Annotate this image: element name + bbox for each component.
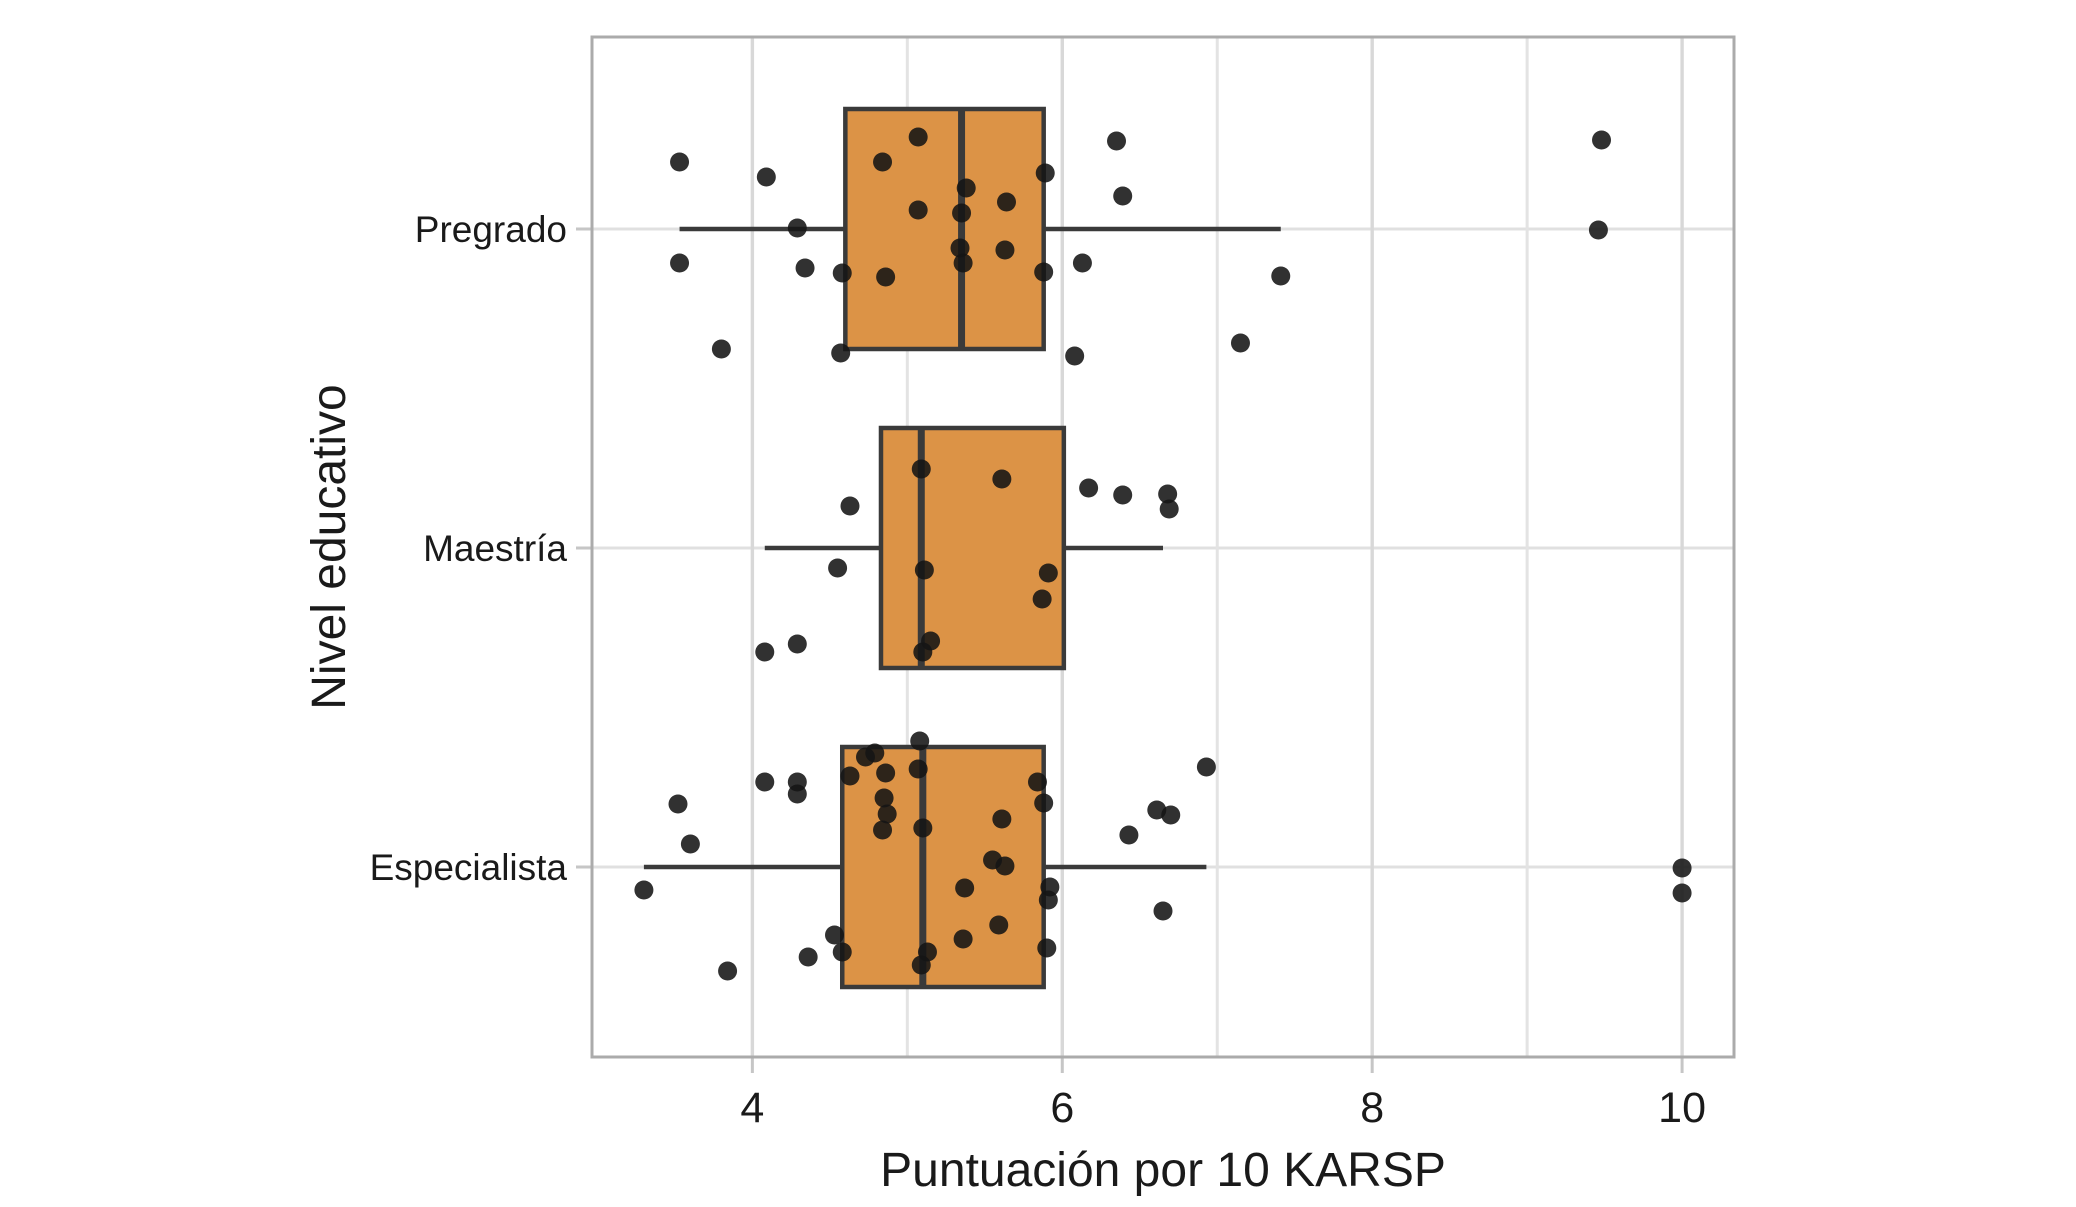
data-point [1037, 938, 1057, 958]
data-point [996, 192, 1016, 212]
data-point [795, 258, 815, 278]
data-point [840, 496, 860, 516]
data-point [787, 218, 807, 238]
data-point [832, 942, 852, 962]
data-point [711, 339, 731, 359]
data-point [910, 731, 930, 751]
box [878, 425, 1067, 671]
data-point [1196, 757, 1216, 777]
data-point [876, 763, 896, 783]
data-point [828, 558, 848, 578]
data-point [1672, 858, 1692, 878]
y-tick-label: Maestría [423, 528, 567, 569]
data-point [1107, 131, 1127, 151]
data-point [956, 178, 976, 198]
data-point [1161, 805, 1181, 825]
data-point [992, 469, 1012, 489]
data-point [1035, 163, 1055, 183]
data-point [825, 925, 845, 945]
data-point [1592, 130, 1612, 150]
data-point [865, 743, 885, 763]
data-point [1079, 478, 1099, 498]
data-point [756, 167, 776, 187]
data-point [1034, 793, 1054, 813]
data-point [921, 631, 941, 651]
data-point [874, 788, 894, 808]
panel-border [590, 35, 1736, 1059]
x-axis-title: Puntuación por 10 KARSP [880, 1144, 1446, 1197]
data-point [680, 834, 700, 854]
data-point [989, 915, 1009, 935]
data-point [955, 878, 975, 898]
data-point [992, 809, 1012, 829]
data-point [953, 253, 973, 273]
data-point [755, 772, 775, 792]
data-point [718, 961, 738, 981]
data-point [1230, 333, 1250, 353]
data-point [1034, 262, 1054, 282]
data-point [1158, 484, 1178, 504]
y-tick-label: Especialista [370, 847, 568, 888]
boxplot-1 [755, 425, 1179, 671]
data-point [952, 203, 972, 223]
data-point [873, 152, 893, 172]
x-tick-label: 10 [1658, 1084, 1706, 1132]
data-point [832, 263, 852, 283]
x-tick-label: 8 [1360, 1084, 1384, 1132]
y-tick-label: Pregrado [415, 209, 567, 250]
data-point [911, 459, 931, 479]
data-point [840, 766, 860, 786]
data-point [1588, 220, 1608, 240]
data-point [1027, 772, 1047, 792]
data-point [1153, 901, 1173, 921]
data-point [634, 880, 654, 900]
data-point [755, 642, 775, 662]
data-point [873, 820, 893, 840]
data-point [670, 152, 690, 172]
box [843, 106, 1046, 352]
x-tick-label: 4 [740, 1084, 764, 1132]
data-point [1072, 253, 1092, 273]
data-point [1038, 890, 1058, 910]
data-point [1113, 485, 1133, 505]
data-point [914, 560, 934, 580]
x-tick-label: 6 [1050, 1084, 1074, 1132]
data-point [908, 759, 928, 779]
data-point [1271, 266, 1291, 286]
data-point [995, 240, 1015, 260]
data-point [876, 267, 896, 287]
y-axis-title: Nivel educativo [303, 384, 356, 710]
data-point [953, 929, 973, 949]
data-point [908, 200, 928, 220]
data-point [787, 634, 807, 654]
data-point [877, 804, 897, 824]
data-point [670, 253, 690, 273]
data-point [913, 818, 933, 838]
data-point [787, 784, 807, 804]
data-point [1065, 346, 1085, 366]
data-point [1113, 186, 1133, 206]
data-point [911, 955, 931, 975]
data-point [950, 238, 970, 258]
data-point [798, 947, 818, 967]
data-point [668, 794, 688, 814]
data-point [995, 856, 1015, 876]
data-point [1119, 825, 1139, 845]
data-point [1159, 499, 1179, 519]
data-point [1032, 589, 1052, 609]
data-point [908, 127, 928, 147]
boxplot-0 [670, 106, 1612, 366]
boxplot-2 [634, 731, 1692, 990]
data-point [831, 343, 851, 363]
data-point [1038, 563, 1058, 583]
data-point [1672, 883, 1692, 903]
